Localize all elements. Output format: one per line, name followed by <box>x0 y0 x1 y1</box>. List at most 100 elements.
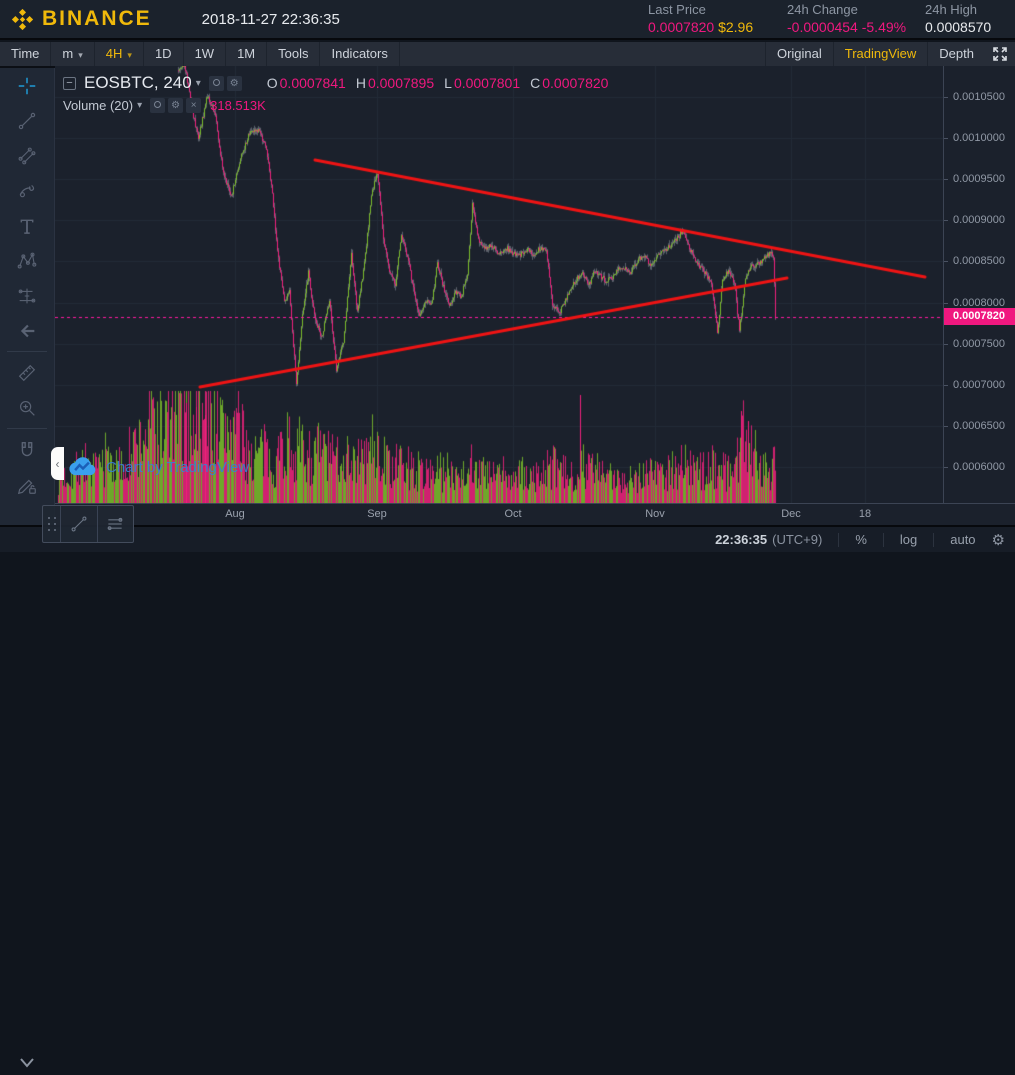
log-scale-button[interactable]: log <box>899 532 918 547</box>
status-timezone[interactable]: (UTC+9) <box>772 532 823 547</box>
auto-scale-button[interactable]: auto <box>950 532 976 547</box>
legend-symbol-row: − EOSBTC, 240 ▾ ⚙ O 0.0007841 H 0.0007895 L 0… <box>63 72 608 94</box>
magnet-tool[interactable] <box>0 432 54 467</box>
fib-tools-tool[interactable] <box>0 138 54 173</box>
toolbar-button-tools[interactable]: Tools <box>267 42 321 66</box>
tradingview-logo-icon <box>69 457 96 476</box>
price-axis[interactable]: 0.0007820 0.0010500 0.0010000 0.0009500 0.0… <box>943 66 1015 503</box>
collapse-legend-icon[interactable]: − <box>63 76 76 90</box>
y-axis-tick-label: 0.0009000 <box>944 214 1005 227</box>
status-time[interactable]: 22:36:35 <box>715 532 768 547</box>
y-axis-tick-label: 0.0010500 <box>944 91 1005 104</box>
indicator-settings-icon[interactable]: ⚙ <box>168 97 184 113</box>
toolbar-button-1m[interactable]: 1M <box>226 42 268 66</box>
price-chart-canvas[interactable] <box>55 66 943 503</box>
toolbar-button-1w[interactable]: 1W <box>184 42 227 66</box>
y-axis-tick-label: 0.0007000 <box>944 379 1005 392</box>
ohlc-values: O 0.0007841 H 0.0007895 L 0.0007801 C 0.0007820 <box>257 75 609 91</box>
stat-label: Last Price <box>648 2 706 17</box>
xabcd-pattern-tool[interactable] <box>0 243 54 278</box>
change-percent: -5.49% <box>861 19 907 35</box>
panel-horizontal-line-tool[interactable] <box>96 506 134 542</box>
ohlc-value: 0.0007841 <box>279 75 346 91</box>
y-axis-tick-label: 0.0009500 <box>944 173 1005 186</box>
ruler-tool[interactable] <box>0 355 54 390</box>
crosshair-tool[interactable] <box>0 68 54 103</box>
brand-name: BINANCE <box>42 7 152 30</box>
top-header: BINANCE 2018-11-27 22:36:35 Last Price 0… <box>0 0 1015 40</box>
indicator-title[interactable]: Volume (20) <box>63 97 134 113</box>
zoom-in-tool[interactable] <box>0 390 54 425</box>
binance-diamond-icon <box>11 8 34 30</box>
ohlc-value: 0.0007801 <box>453 75 521 91</box>
last-price-value: 0.0007820 <box>648 19 715 35</box>
toolbar-button-original[interactable]: Original <box>764 42 833 66</box>
ohlc-value: 0.0007820 <box>542 75 609 91</box>
symbol-title[interactable]: EOSBTC, 240 <box>84 73 192 92</box>
ohlc-key: L <box>444 75 452 91</box>
stat-24h-high: 24h High 0.0008570 <box>925 2 991 35</box>
fullscreen-button[interactable] <box>985 42 1015 66</box>
forecast-tool[interactable] <box>0 278 54 313</box>
tradingview-watermark[interactable]: Chart by TradingView <box>67 452 249 482</box>
last-price-axis-tag: 0.0007820 <box>944 308 1015 325</box>
drawing-lock-tool[interactable] <box>0 467 54 502</box>
percent-scale-button[interactable]: % <box>855 532 867 547</box>
text-tool[interactable] <box>0 208 54 243</box>
ohlc-key: C <box>530 75 541 91</box>
chart-pane[interactable]: − EOSBTC, 240 ▾ ⚙ O 0.0007841 H 0.0007895 L 0… <box>55 66 943 503</box>
y-axis-tick-label: 0.0010000 <box>944 132 1005 145</box>
series-settings-icon[interactable]: ⚙ <box>226 75 242 91</box>
hide-series-icon[interactable] <box>208 75 224 91</box>
brush-tool[interactable] <box>0 173 54 208</box>
stat-label: 24h High <box>925 2 978 17</box>
toolbar-button-1d[interactable]: 1D <box>144 42 184 66</box>
y-axis-tick-label: 0.0008000 <box>944 297 1005 310</box>
collapse-panel-chevron-icon[interactable] <box>14 1056 40 1075</box>
x-axis-tick-label: Nov <box>645 508 665 520</box>
change-value: -0.0000454 <box>787 19 858 35</box>
binance-logo[interactable]: BINANCE <box>0 7 152 32</box>
x-axis-tick-label: Sep <box>367 508 387 520</box>
sidebar-divider <box>7 351 47 352</box>
symbol-dropdown-caret-icon[interactable]: ▾ <box>195 77 201 89</box>
x-axis-tick-label: 18 <box>858 508 872 520</box>
chart-settings-gear-icon[interactable]: ⚙ <box>991 531 1005 549</box>
sidebar-divider <box>7 428 47 429</box>
fullscreen-arrows-icon <box>993 47 1007 61</box>
stat-24h-change: 24h Change -0.0000454 -5.49% <box>787 2 906 35</box>
time-axis[interactable]: Aug Sep Oct Nov Dec 18 <box>55 503 1015 525</box>
y-axis-tick-label: 0.0006000 <box>944 461 1005 474</box>
watermark-text: Chart by TradingView <box>106 458 250 476</box>
y-axis-tick-label: 0.0006500 <box>944 420 1005 433</box>
chart-toolbar: Time m ▾ 4H ▾ 1D 1W 1M Tools Indicators Original T… <box>0 42 1015 68</box>
remove-drawings-arrow-icon[interactable] <box>0 313 54 348</box>
toolbar-button-tradingview[interactable]: TradingView <box>832 42 928 66</box>
ohlc-key: H <box>355 75 366 91</box>
floating-drawing-panel[interactable] <box>42 505 134 543</box>
indicator-dropdown-caret-icon[interactable]: ▾ <box>137 99 143 111</box>
x-axis-tick-label: Aug <box>225 508 245 520</box>
ohlc-key: O <box>266 75 278 91</box>
toolbar-button-indicators[interactable]: Indicators <box>320 42 400 66</box>
toolbar-button-depth[interactable]: Depth <box>927 42 985 66</box>
indicator-value: 318.513K <box>210 97 266 113</box>
sidebar-collapse-tab[interactable]: ‹ <box>51 447 64 480</box>
dropdown-caret-icon: ▾ <box>127 50 132 60</box>
panel-trend-line-tool[interactable] <box>60 506 97 542</box>
x-axis-tick-label: Oct <box>504 508 522 520</box>
remove-indicator-icon[interactable]: × <box>186 97 202 113</box>
last-price-usd: $2.96 <box>718 19 754 35</box>
toolbar-button-4h[interactable]: 4H ▾ <box>95 42 144 66</box>
hide-indicator-icon[interactable] <box>150 97 166 113</box>
bottom-status-bar: 22:36:35 (UTC+9) % log auto ⚙ <box>0 525 1015 1068</box>
chart-legend: − EOSBTC, 240 ▾ ⚙ O 0.0007841 H 0.0007895 L 0… <box>63 72 608 116</box>
toolbar-button-m[interactable]: m ▾ <box>51 42 95 66</box>
toolbar-button-time[interactable]: Time <box>0 42 52 66</box>
dropdown-caret-icon: ▾ <box>78 50 83 60</box>
trend-line-tool[interactable] <box>0 103 54 138</box>
y-axis-tick-label: 0.0008500 <box>944 255 1005 268</box>
stat-label: 24h Change <box>787 2 858 17</box>
panel-drag-handle[interactable] <box>43 506 60 542</box>
toolbar-right: Original TradingView Depth <box>764 42 985 66</box>
